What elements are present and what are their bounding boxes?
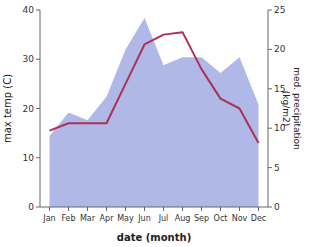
x-tick-label: Mar bbox=[80, 214, 96, 223]
x-axis-title: date (month) bbox=[117, 232, 191, 243]
x-tick bbox=[220, 207, 221, 211]
x-tick-label: May bbox=[117, 214, 134, 223]
precip-area bbox=[50, 18, 259, 207]
y-tick bbox=[36, 59, 40, 60]
y2-tick bbox=[268, 207, 272, 208]
y-tick bbox=[36, 10, 40, 11]
y2-axis-title-line: (kg/m2) bbox=[281, 91, 291, 126]
x-tick-label: Oct bbox=[214, 214, 228, 223]
marks bbox=[50, 18, 259, 207]
axes: 0102030400510152025JanFebMarAprMayJunJul… bbox=[23, 5, 286, 223]
x-tick bbox=[144, 207, 145, 211]
x-tick bbox=[106, 207, 107, 211]
x-tick-label: Jan bbox=[42, 214, 55, 223]
y2-tick bbox=[268, 10, 272, 11]
x-tick bbox=[68, 207, 69, 211]
y2-tick bbox=[268, 128, 272, 129]
y2-axis-line bbox=[268, 10, 269, 207]
y-tick-label: 40 bbox=[23, 5, 35, 15]
x-tick bbox=[239, 207, 240, 211]
y2-tick-label: 20 bbox=[274, 44, 286, 54]
x-tick bbox=[87, 207, 88, 211]
y2-axis-title-line: med. precipitation bbox=[292, 67, 302, 149]
y-tick-label: 30 bbox=[23, 54, 35, 64]
y2-tick-label: 5 bbox=[274, 163, 280, 173]
x-tick-label: Jul bbox=[158, 214, 169, 223]
x-axis-line bbox=[40, 207, 268, 208]
x-tick-label: Apr bbox=[100, 214, 115, 223]
y-tick-label: 10 bbox=[23, 153, 35, 163]
y-tick bbox=[36, 157, 40, 158]
chart: 0102030400510152025JanFebMarAprMayJunJul… bbox=[0, 0, 318, 247]
y2-tick-label: 25 bbox=[274, 5, 285, 15]
x-tick-label: Aug bbox=[175, 214, 191, 223]
y2-tick-label: 0 bbox=[274, 202, 280, 212]
x-tick bbox=[258, 207, 259, 211]
x-tick bbox=[49, 207, 50, 211]
x-tick-label: Sep bbox=[194, 214, 209, 223]
x-tick bbox=[125, 207, 126, 211]
y-tick bbox=[36, 108, 40, 109]
y-axis-title: max temp (C) bbox=[2, 74, 13, 143]
y2-tick bbox=[268, 88, 272, 89]
x-tick bbox=[182, 207, 183, 211]
page: {"chart_data": {"type": "line", "categor… bbox=[0, 0, 318, 247]
x-tick bbox=[163, 207, 164, 211]
temp-line bbox=[50, 32, 259, 143]
y2-tick bbox=[268, 167, 272, 168]
x-tick-label: Jun bbox=[137, 214, 151, 223]
chart-container: 0102030400510152025JanFebMarAprMayJunJul… bbox=[0, 0, 318, 247]
y2-axis-title: med. precipitation(kg/m2) bbox=[281, 67, 302, 149]
y-tick-label: 0 bbox=[28, 202, 34, 212]
x-tick-label: Feb bbox=[61, 214, 75, 223]
x-tick bbox=[201, 207, 202, 211]
y-tick bbox=[36, 207, 40, 208]
y-tick-label: 20 bbox=[23, 104, 35, 114]
y2-tick bbox=[268, 49, 272, 50]
x-tick-label: Nov bbox=[232, 214, 248, 223]
x-tick-label: Dec bbox=[251, 214, 266, 223]
